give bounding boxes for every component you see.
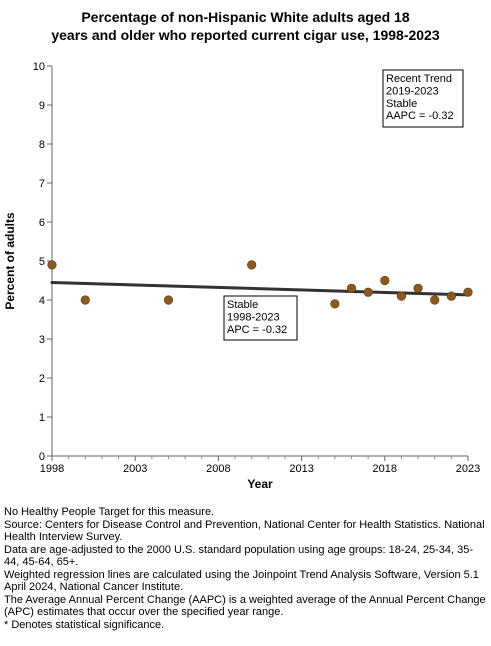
footnote-significance: * Denotes statistical significance. bbox=[4, 618, 165, 631]
recent-trend-box-line: AAPC = -0.32 bbox=[386, 110, 454, 122]
footnote-aapc: The Average Annual Percent Change (AAPC)… bbox=[4, 593, 486, 619]
y-tick-label: 4 bbox=[39, 295, 45, 307]
data-point bbox=[446, 291, 456, 301]
overall-trend-box-frame bbox=[223, 295, 298, 341]
y-tick-label: 10 bbox=[33, 61, 45, 73]
data-point bbox=[396, 291, 407, 301]
footnote-target: No Healthy People Target for this measur… bbox=[4, 506, 215, 518]
x-tick-label: 2008 bbox=[206, 463, 230, 475]
y-tick-label: 0 bbox=[39, 451, 45, 463]
footnotes: No Healthy People Target for this measur… bbox=[4, 506, 488, 631]
y-tick-label: 8 bbox=[39, 139, 45, 151]
footnote-source: Source: Centers for Disease Control and … bbox=[4, 518, 485, 544]
data-point bbox=[463, 287, 473, 297]
data-point bbox=[247, 260, 257, 270]
chart-title: Percentage of non-Hispanic White adults … bbox=[0, 8, 491, 44]
x-tick-label: 1998 bbox=[40, 463, 64, 475]
y-tick-label: 9 bbox=[39, 100, 45, 112]
recent-trend-box-line: Recent Trend bbox=[386, 73, 452, 85]
data-point bbox=[430, 295, 440, 305]
data-points bbox=[47, 260, 473, 309]
footnote-regression: Weighted regression lines are calculated… bbox=[4, 568, 479, 594]
recent-trend-box-line: Stable bbox=[386, 98, 417, 110]
data-point bbox=[346, 283, 357, 293]
x-tick-label: 2023 bbox=[456, 463, 480, 475]
y-tick-label: 2 bbox=[39, 373, 45, 385]
recent-trend-box-frame bbox=[382, 69, 464, 128]
chart-title-line-1: Percentage of non-Hispanic White adults … bbox=[81, 9, 410, 25]
y-tick-label: 5 bbox=[39, 256, 45, 268]
data-point bbox=[163, 295, 174, 305]
x-tick-label: 2003 bbox=[123, 463, 147, 475]
trend-line-layer bbox=[50, 280, 470, 297]
chart-title-line-2: years and older who reported current cig… bbox=[51, 27, 440, 43]
recent-trend-box-line: 2019-2023 bbox=[386, 85, 439, 97]
data-point bbox=[47, 260, 57, 270]
trend-line bbox=[50, 280, 470, 297]
y-tick-label: 3 bbox=[39, 334, 45, 346]
x-tick-label: 2018 bbox=[373, 463, 397, 475]
y-tick-label: 7 bbox=[39, 178, 45, 190]
y-axis-title: Percent of adults bbox=[3, 212, 17, 310]
data-point bbox=[330, 299, 340, 309]
data-point bbox=[80, 295, 90, 305]
overall-trend-box-line: 1998-2023 bbox=[227, 311, 280, 323]
data-point bbox=[413, 283, 423, 293]
x-axis-title: Year bbox=[247, 477, 273, 491]
footnote-age-adjustment: Data are age-adjusted to the 2000 U.S. s… bbox=[4, 543, 474, 569]
axes: 0 1 2 3 4 5 6 7 8 9 10 1998 2003 2008 2013 2018 2023 bbox=[33, 61, 480, 475]
y-tick-label: 6 bbox=[39, 217, 45, 229]
data-point bbox=[380, 275, 390, 286]
y-tick-label: 1 bbox=[39, 412, 45, 424]
data-point bbox=[363, 287, 373, 297]
overall-trend-box-line: APC = -0.32 bbox=[227, 324, 287, 336]
x-tick-label: 2013 bbox=[289, 463, 313, 475]
chart-plot: 0 1 2 3 4 5 6 7 8 9 10 1998 2003 2008 2013 2018 2023 Rec… bbox=[3, 61, 480, 491]
overall-trend-box-line: Stable bbox=[227, 299, 258, 311]
